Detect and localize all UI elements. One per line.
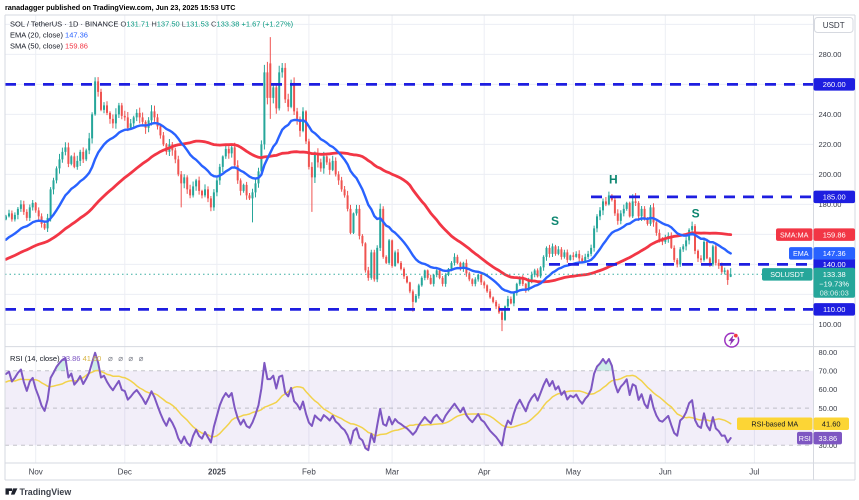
svg-text:SMA (50, close) 159.86: SMA (50, close) 159.86	[10, 42, 88, 51]
svg-text:80.00: 80.00	[819, 348, 838, 357]
svg-text:Dec: Dec	[118, 468, 132, 477]
svg-text:RSI (14, close) 33.86 41.60: RSI (14, close) 33.86 41.60	[10, 354, 101, 363]
svg-text:110.00: 110.00	[823, 305, 845, 314]
svg-text:Feb: Feb	[302, 468, 316, 477]
svg-text:180.00: 180.00	[819, 200, 842, 209]
svg-text:50.00: 50.00	[819, 404, 838, 413]
svg-text:TradingView: TradingView	[20, 487, 72, 497]
svg-text:147.36: 147.36	[823, 249, 846, 258]
svg-text:SOL / TetherUS · 1D · BINANCE: SOL / TetherUS · 1D · BINANCE O131.71 H1…	[10, 20, 294, 29]
svg-text:Apr: Apr	[478, 468, 491, 477]
svg-text:USDT: USDT	[823, 21, 845, 30]
svg-text:May: May	[566, 468, 581, 477]
svg-text:133.38: 133.38	[823, 270, 846, 279]
svg-text:EMA (20, close) 147.36: EMA (20, close) 147.36	[10, 31, 88, 40]
svg-text:60.00: 60.00	[819, 385, 838, 394]
svg-text:S: S	[692, 206, 700, 220]
svg-text:⌀: ⌀	[139, 354, 144, 363]
svg-text:Mar: Mar	[385, 468, 399, 477]
svg-text:30.00: 30.00	[819, 441, 838, 450]
svg-text:SOLUSDT: SOLUSDT	[770, 270, 805, 279]
svg-text:159.86: 159.86	[823, 230, 846, 239]
svg-text:SMA:MA: SMA:MA	[780, 230, 809, 239]
svg-text:⌀: ⌀	[108, 354, 113, 363]
svg-text:280.00: 280.00	[819, 50, 842, 59]
svg-text:100.00: 100.00	[819, 320, 842, 329]
svg-text:33.86: 33.86	[818, 434, 837, 443]
svg-text:08:06:03: 08:06:03	[820, 288, 849, 297]
svg-text:EMA: EMA	[793, 249, 809, 258]
svg-text:140.00: 140.00	[823, 260, 846, 269]
svg-text:41.60: 41.60	[822, 420, 841, 429]
svg-text:⌀: ⌀	[118, 354, 123, 363]
svg-text:RSI-based MA: RSI-based MA	[751, 420, 798, 429]
svg-text:Jun: Jun	[659, 468, 672, 477]
svg-text:Jul: Jul	[749, 468, 759, 477]
svg-text:Nov: Nov	[29, 468, 43, 477]
svg-text:−19.73%: −19.73%	[819, 279, 849, 288]
svg-text:220.00: 220.00	[819, 140, 842, 149]
svg-text:RSI: RSI	[799, 434, 811, 443]
svg-text:70.00: 70.00	[819, 367, 838, 376]
svg-text:260.00: 260.00	[823, 80, 846, 89]
svg-text:H: H	[609, 173, 618, 187]
svg-text:S: S	[551, 214, 559, 228]
svg-text:240.00: 240.00	[819, 110, 842, 119]
svg-text:ranadagger published on Tradin: ranadagger published on TradingView.com,…	[5, 3, 235, 12]
svg-text:⌀: ⌀	[128, 354, 133, 363]
svg-text:200.00: 200.00	[819, 170, 842, 179]
svg-text:185.00: 185.00	[823, 193, 846, 202]
svg-text:2025: 2025	[208, 468, 226, 477]
